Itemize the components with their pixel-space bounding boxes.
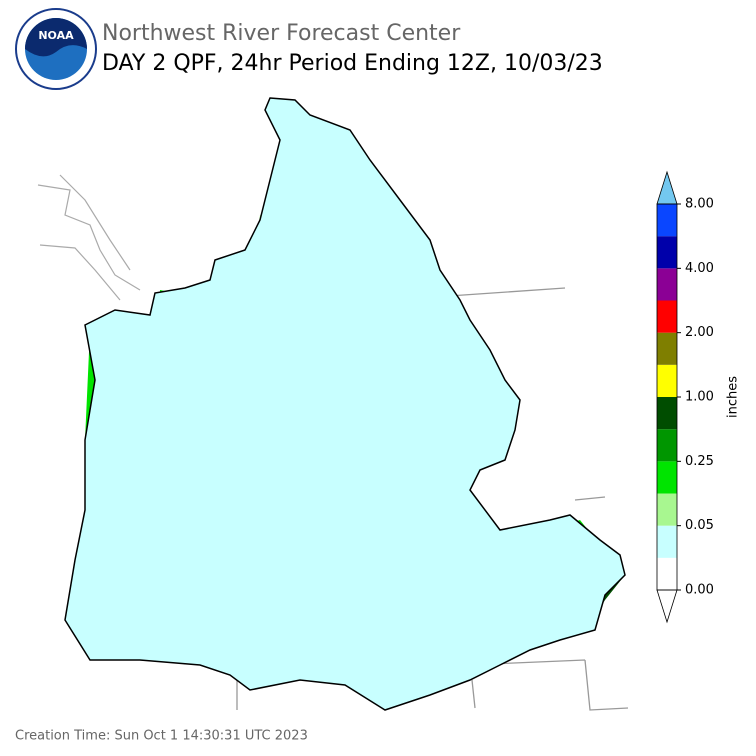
coastline bbox=[37, 174, 141, 301]
colorbar: 0.00 0.05 0.25 1.00 2.00 4.00 8.00 bbox=[656, 170, 714, 624]
colorbar-segment bbox=[657, 493, 677, 526]
colorbar-segment bbox=[657, 332, 677, 365]
colorbar-segment bbox=[657, 557, 677, 590]
colorbar-label: inches bbox=[726, 376, 741, 418]
colorbar-segment bbox=[657, 300, 677, 333]
title: Northwest River Forecast Center bbox=[102, 21, 461, 46]
logo-text: NOAA bbox=[38, 29, 74, 42]
colorbar-tick-label: 1.00 bbox=[685, 390, 714, 405]
colorbar-segment bbox=[657, 397, 677, 430]
colorbar-segment bbox=[657, 461, 677, 494]
subtitle: DAY 2 QPF, 24hr Period Ending 12Z, 10/03… bbox=[102, 51, 603, 76]
colorbar-under bbox=[656, 589, 678, 624]
colorbar-tick-label: 0.00 bbox=[685, 583, 714, 598]
colorbar-tick-label: 8.00 bbox=[685, 197, 714, 212]
map bbox=[37, 97, 629, 711]
colorbar-segment bbox=[657, 268, 677, 301]
colorbar-segment bbox=[657, 364, 677, 397]
colorbar-tick-label: 4.00 bbox=[685, 261, 714, 276]
colorbar-segment bbox=[657, 204, 677, 237]
colorbar-segment bbox=[657, 236, 677, 269]
colorbar-tick-label: 0.05 bbox=[685, 518, 714, 533]
creation-time: Creation Time: Sun Oct 1 14:30:31 UTC 20… bbox=[15, 729, 308, 744]
noaa-logo: NOAA bbox=[15, 8, 97, 90]
colorbar-over bbox=[656, 170, 678, 205]
colorbar-tick-label: 0.25 bbox=[685, 454, 714, 469]
colorbar-tick-label: 2.00 bbox=[685, 325, 714, 340]
colorbar-segment bbox=[657, 429, 677, 462]
colorbar-segment bbox=[657, 525, 677, 558]
